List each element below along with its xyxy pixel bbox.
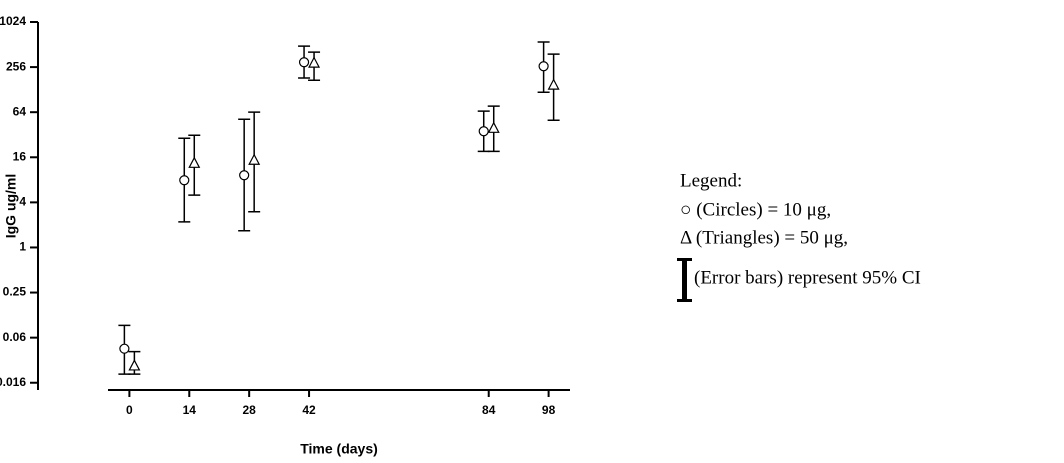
y-tick-label: 1: [19, 240, 26, 254]
y-tick-label: 1024: [0, 14, 26, 28]
x-tick-label: 28: [242, 403, 256, 417]
y-tick-label: 0.25: [3, 285, 27, 299]
x-tick-label: 14: [183, 403, 197, 417]
y-tick-label: 0.016: [0, 375, 26, 389]
triangle-marker: [487, 121, 500, 133]
x-tick-label: 98: [542, 403, 556, 417]
legend-title: Legend:: [680, 170, 742, 191]
legend-error-icon: [677, 258, 692, 302]
circle-marker: [538, 61, 549, 72]
circle-marker: [298, 57, 310, 68]
triangle-marker: [188, 156, 201, 168]
triangle-marker: [308, 56, 321, 68]
y-tick-label: 4: [19, 195, 26, 209]
triangle-marker: [547, 78, 560, 90]
legend-entry: ○ (Circles) = 10 μg,: [680, 199, 831, 220]
x-tick-label: 0: [126, 403, 133, 417]
y-tick-label: 64: [13, 104, 27, 118]
y-tick-label: 0.06: [3, 330, 27, 344]
y-tick-label: 256: [6, 59, 26, 73]
legend-entry: (Error bars) represent 95% CI: [694, 267, 921, 288]
triangle-marker: [248, 153, 261, 165]
x-axis-title: Time (days): [300, 441, 378, 457]
legend-entry: Δ (Triangles) = 50 μg,: [680, 227, 848, 248]
circle-marker: [179, 175, 190, 186]
circle-marker: [239, 170, 250, 181]
circle-marker: [119, 343, 130, 354]
triangle-marker: [128, 359, 141, 371]
x-tick-label: 42: [302, 403, 316, 417]
y-axis-title: IgG ug/ml: [3, 174, 19, 239]
circle-marker: [478, 126, 489, 137]
y-tick-label: 16: [13, 149, 27, 163]
x-tick-label: 84: [482, 403, 496, 417]
